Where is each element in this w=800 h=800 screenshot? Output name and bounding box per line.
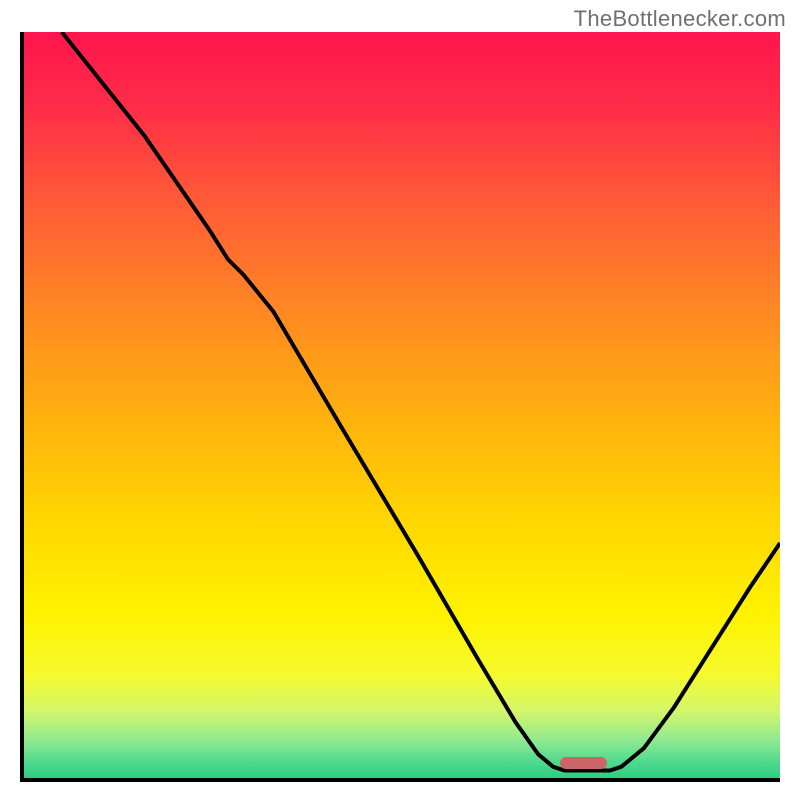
curve-path [62,32,780,771]
bottleneck-curve [24,32,780,778]
optimal-marker [560,757,607,769]
chart-plot-area [20,32,780,782]
watermark-text: TheBottlenecker.com [574,6,786,32]
